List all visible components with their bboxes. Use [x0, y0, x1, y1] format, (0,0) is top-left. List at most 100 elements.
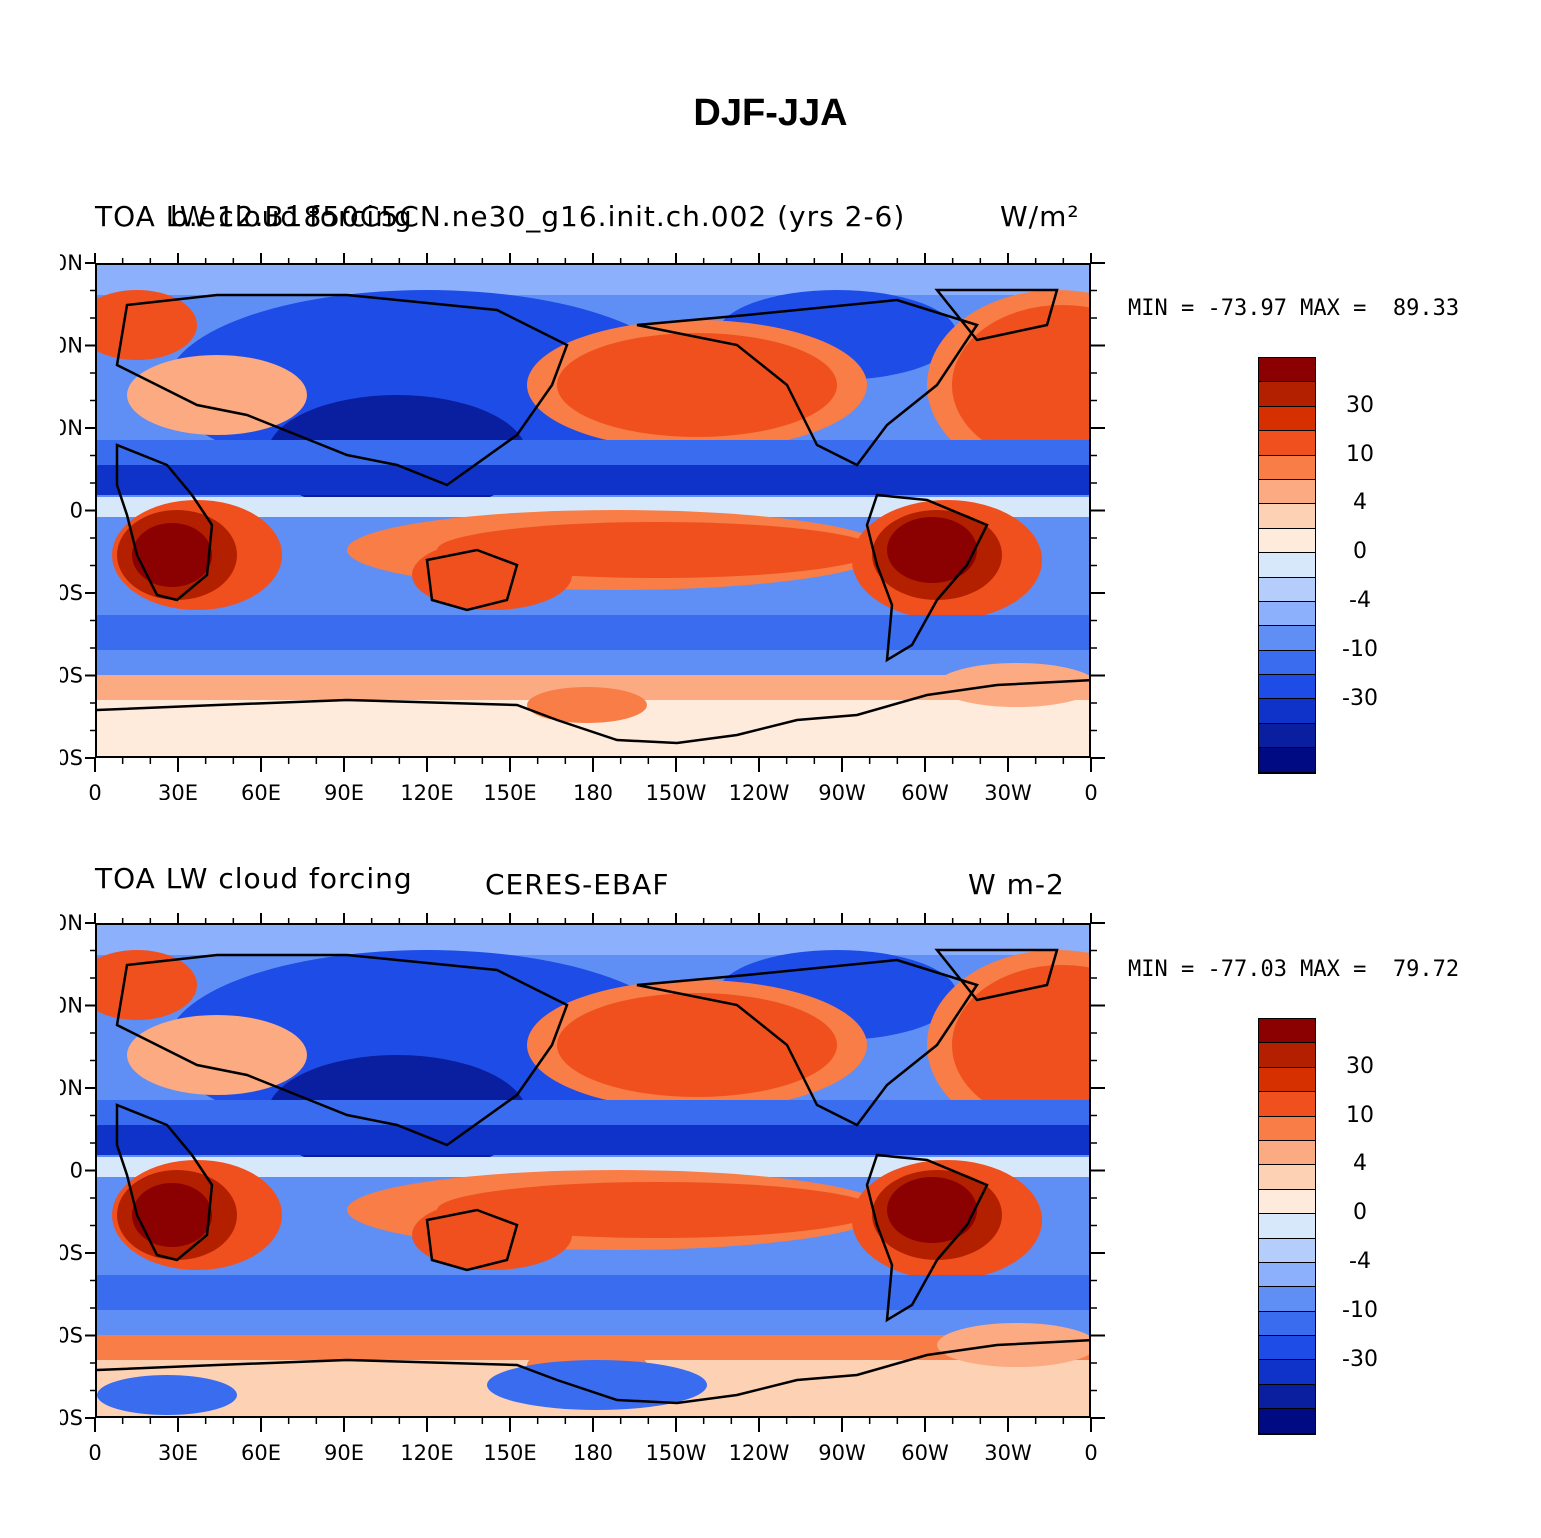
colorbar-swatch — [1259, 699, 1316, 724]
coastline — [115, 953, 569, 1147]
coastline — [636, 958, 979, 1127]
colorbar-swatch — [1259, 1238, 1316, 1263]
field-patch — [97, 1275, 1089, 1310]
colorbar-label: 30 — [1346, 392, 1374, 418]
colorbar-swatches — [1259, 358, 1316, 773]
lon-label: 30W — [984, 1441, 1032, 1460]
field-patch — [132, 1183, 212, 1247]
field-patch — [97, 925, 1089, 955]
colorbar-label: 10 — [1346, 441, 1374, 467]
colorbar-frame — [1258, 357, 1316, 774]
lat-label: 0 — [70, 1159, 83, 1183]
field-layer — [97, 265, 1089, 756]
lon-label: 150W — [646, 1441, 707, 1460]
lon-label: 180 — [573, 1441, 613, 1460]
lon-label: 120W — [729, 781, 790, 800]
colorbar-swatch — [1259, 1336, 1316, 1361]
lat-label: 30N — [60, 416, 83, 440]
colorbar-swatch — [1259, 1287, 1316, 1312]
lon-label: 150E — [483, 781, 536, 800]
panel-units: W m-2 — [968, 868, 1065, 901]
lon-label: 120W — [729, 1441, 790, 1460]
field-patch — [97, 440, 1089, 465]
field-patch — [97, 615, 1089, 650]
lon-label: 120E — [400, 1441, 453, 1460]
lat-label: 60N — [60, 334, 83, 358]
colorbar-label: -10 — [1342, 636, 1378, 662]
field-patch — [412, 1200, 572, 1270]
field-layer — [97, 925, 1089, 1416]
map-axes: 90N 60N 30N 0 30S 60S 90S 0 30E 60E 90E 120E 150E 180… — [60, 911, 1105, 1460]
field-patch — [97, 1310, 1089, 1335]
field-patch — [97, 1125, 1089, 1155]
field-patch — [952, 965, 1089, 1125]
coastline — [115, 443, 214, 602]
coastline — [97, 1338, 1089, 1405]
lat-label: 90N — [60, 251, 83, 275]
lon-label: 90W — [818, 1441, 866, 1460]
colorbar-swatch — [1259, 748, 1316, 773]
colorbar-swatch — [1259, 626, 1316, 651]
map-axes: 90N 60N 30N 0 30S 60S 90S 0 30E 60E 90E 120E 150E 180… — [60, 251, 1105, 800]
field-patch — [527, 687, 647, 723]
lon-label: 150E — [483, 1441, 536, 1460]
map-plot — [95, 923, 1091, 1418]
map-field — [97, 925, 1089, 1416]
coastline — [934, 288, 1059, 342]
field-patch — [97, 265, 1089, 295]
colorbar-swatch — [1259, 1116, 1316, 1141]
lat-label: 90S — [60, 746, 83, 770]
colorbar-swatch — [1259, 358, 1316, 383]
panel-center-title: CERES-EBAF — [485, 868, 670, 901]
colorbar-swatch — [1259, 1092, 1316, 1117]
colorbar-label: 30 — [1346, 1053, 1374, 1079]
lon-label: 90E — [324, 781, 364, 800]
coastline — [636, 298, 979, 467]
colorbar-swatch — [1259, 1384, 1316, 1410]
field-patch — [97, 1100, 1089, 1125]
coastline — [934, 948, 1059, 1002]
colorbar-swatch — [1259, 1360, 1316, 1385]
field-patch — [487, 1360, 707, 1410]
field-patch — [97, 465, 1089, 495]
colorbar-swatch — [1259, 723, 1316, 749]
field-patch — [132, 523, 212, 587]
lat-label: 60S — [60, 1324, 83, 1348]
coastline — [115, 1103, 214, 1262]
field-patch — [557, 993, 837, 1097]
colorbar-swatch — [1259, 1189, 1316, 1215]
coastline — [865, 1153, 989, 1323]
lon-label: 60W — [901, 1441, 949, 1460]
lat-label: 30S — [60, 1241, 83, 1265]
lon-label: 60E — [241, 781, 281, 800]
colorbar-label: -4 — [1349, 588, 1371, 613]
min-max-stats: MIN = -73.97 MAX = 89.33 — [1128, 296, 1460, 321]
colorbar-swatch — [1259, 1019, 1316, 1044]
min-max-stats: MIN = -77.03 MAX = 79.72 — [1128, 957, 1460, 982]
field-patch — [97, 1375, 237, 1415]
lon-label: 30E — [158, 781, 198, 800]
panel-units: W/m² — [1000, 200, 1080, 233]
colorbar-swatch — [1259, 601, 1316, 627]
colorbar-swatch — [1259, 1262, 1316, 1288]
map-field — [97, 265, 1089, 756]
colorbar-swatch — [1259, 650, 1316, 676]
colorbar-label: 0 — [1353, 1200, 1367, 1226]
lon-label: 0 — [88, 1441, 101, 1460]
colorbar-label: 4 — [1353, 490, 1367, 516]
field-patch — [97, 650, 1089, 675]
figure-title: DJF-JJA — [693, 92, 848, 134]
colorbar-swatches — [1259, 1019, 1316, 1434]
lon-label: 60W — [901, 781, 949, 800]
field-patch — [952, 305, 1089, 465]
coastline — [425, 1208, 519, 1272]
field-patch — [97, 497, 1089, 517]
lon-label: 180 — [573, 781, 613, 800]
colorbar-swatch — [1259, 455, 1316, 480]
colorbar-label: -10 — [1342, 1297, 1378, 1323]
colorbar-swatch — [1259, 1409, 1316, 1434]
lat-label: 60N — [60, 994, 83, 1018]
colorbar-swatch — [1259, 553, 1316, 578]
colorbar-swatch — [1259, 1043, 1316, 1068]
lon-label: 150W — [646, 781, 707, 800]
